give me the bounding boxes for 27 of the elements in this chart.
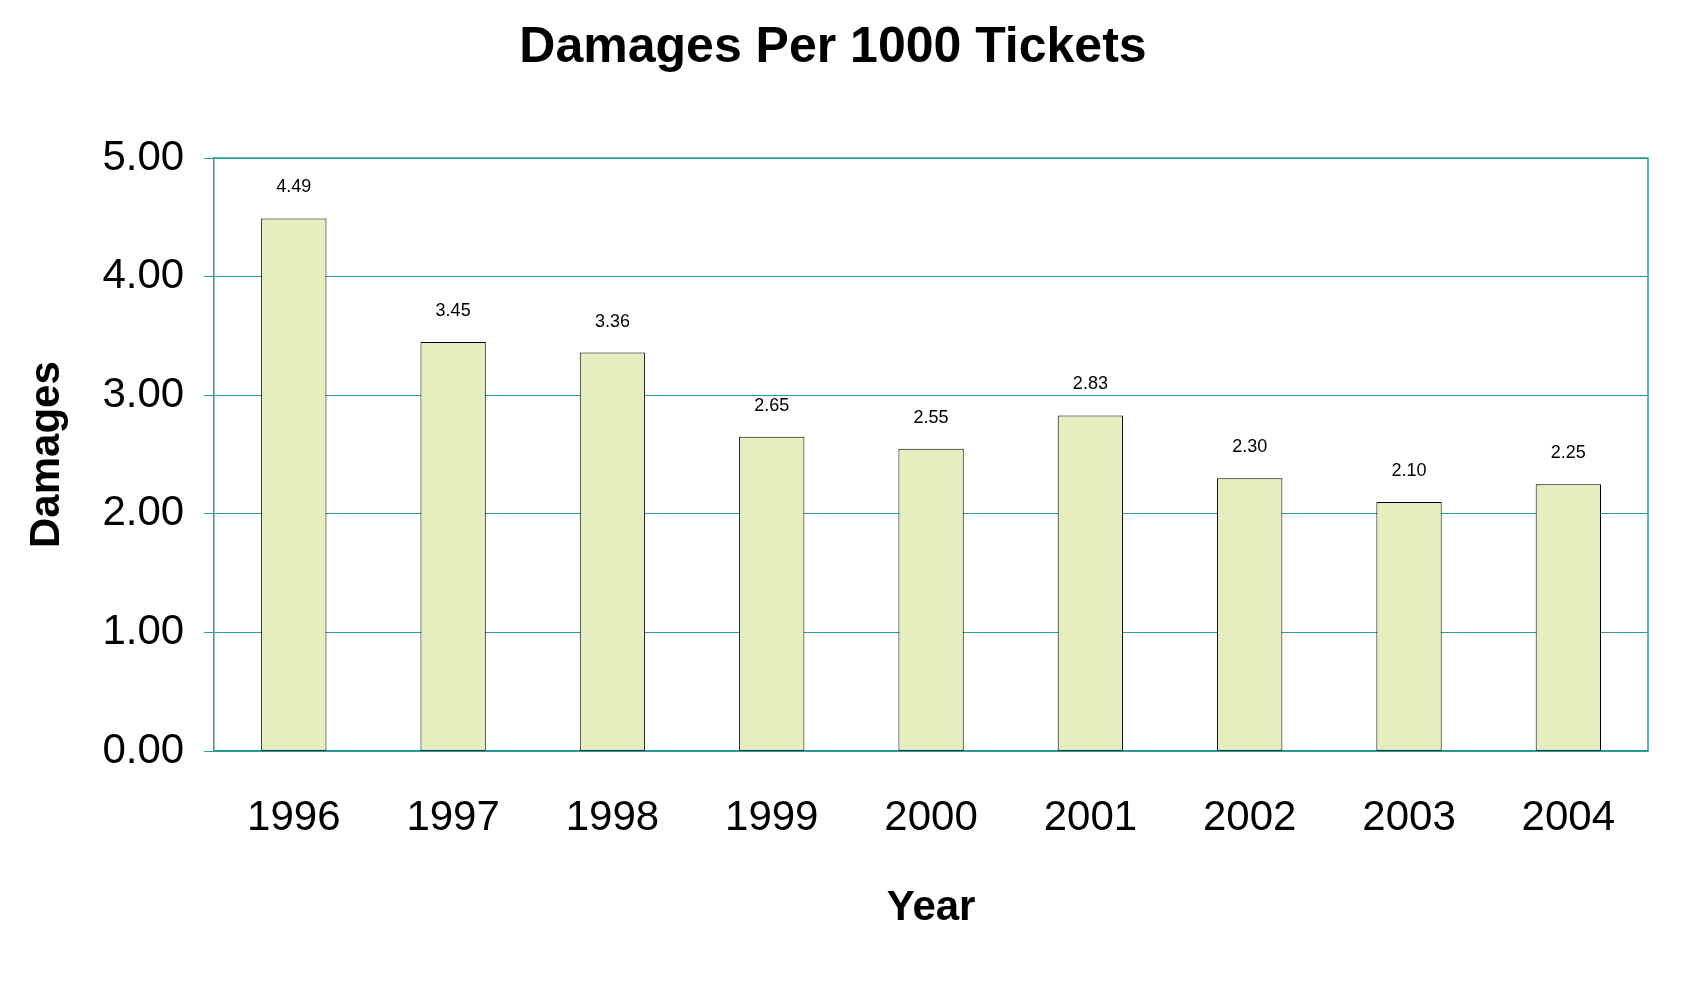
x-tick-label: 1999: [725, 791, 819, 839]
y-tick-label: 1.00: [102, 606, 185, 654]
chart-title: Damages Per 1000 Tickets: [519, 16, 1147, 73]
y-tick-label: 5.00: [102, 131, 185, 179]
y-tick-label: 0.00: [102, 724, 185, 772]
y-axis-title: Damages: [20, 361, 68, 548]
data-label: 2.83: [1072, 373, 1108, 394]
x-tick-label: 1998: [565, 791, 660, 839]
y-tick-label: 4.00: [102, 250, 185, 298]
y-tick-label: 3.00: [102, 368, 185, 416]
x-tick-label: 2000: [884, 791, 978, 839]
data-label: 2.30: [1232, 436, 1268, 457]
x-tick-label: 2004: [1521, 791, 1616, 839]
data-label: 2.55: [913, 406, 949, 427]
x-tick-label: 1996: [247, 791, 341, 839]
data-label: 2.65: [754, 394, 790, 415]
data-label: 2.10: [1391, 460, 1427, 481]
x-tick-label: 1997: [406, 791, 500, 839]
x-axis-title: Year: [886, 882, 976, 930]
y-tick-label: 2.00: [102, 487, 185, 535]
data-label: 2.25: [1550, 442, 1586, 463]
x-tick-label: 2002: [1202, 791, 1297, 839]
data-label: 3.45: [435, 299, 471, 320]
data-label: 3.36: [594, 310, 630, 331]
x-tick-label: 2003: [1362, 791, 1456, 839]
x-tick-label: 2001: [1043, 791, 1138, 839]
data-label: 4.49: [276, 176, 312, 197]
